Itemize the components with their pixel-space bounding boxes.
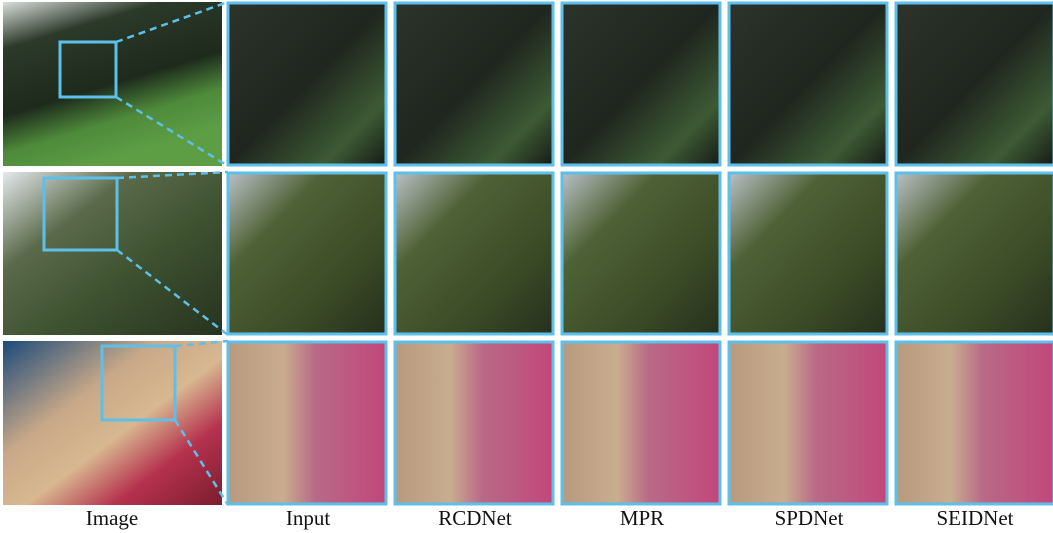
zoomed-crop — [729, 173, 887, 334]
zoomed-crop — [228, 3, 386, 165]
zoomed-crop — [395, 173, 553, 334]
comparison-figure: Image Input RCDNet MPR SPDNet SEIDNet — [0, 0, 1053, 533]
column-label: SPDNet — [775, 506, 844, 530]
source-image — [3, 341, 222, 505]
zoomed-crop — [729, 342, 887, 504]
zoomed-crop — [896, 342, 1053, 504]
column-label: Image — [86, 506, 138, 530]
column-label: RCDNet — [438, 506, 512, 530]
zoomed-crop — [395, 3, 553, 165]
zoomed-crop — [896, 173, 1053, 334]
zoomed-crop — [896, 3, 1053, 165]
zoomed-crop — [395, 342, 553, 504]
zoomed-crop — [562, 342, 720, 504]
zoomed-crop — [562, 173, 720, 334]
zoomed-crop — [228, 173, 386, 334]
zoomed-crop — [729, 3, 887, 165]
zoomed-crop — [562, 3, 720, 165]
column-label: Input — [286, 506, 330, 530]
zoomed-crop — [228, 342, 386, 504]
source-image — [3, 172, 222, 335]
column-label: MPR — [620, 506, 664, 530]
column-label: SEIDNet — [937, 506, 1014, 530]
page: ImageInputRCDNetMPRSPDNetSEIDNet (() => … — [0, 0, 1053, 533]
